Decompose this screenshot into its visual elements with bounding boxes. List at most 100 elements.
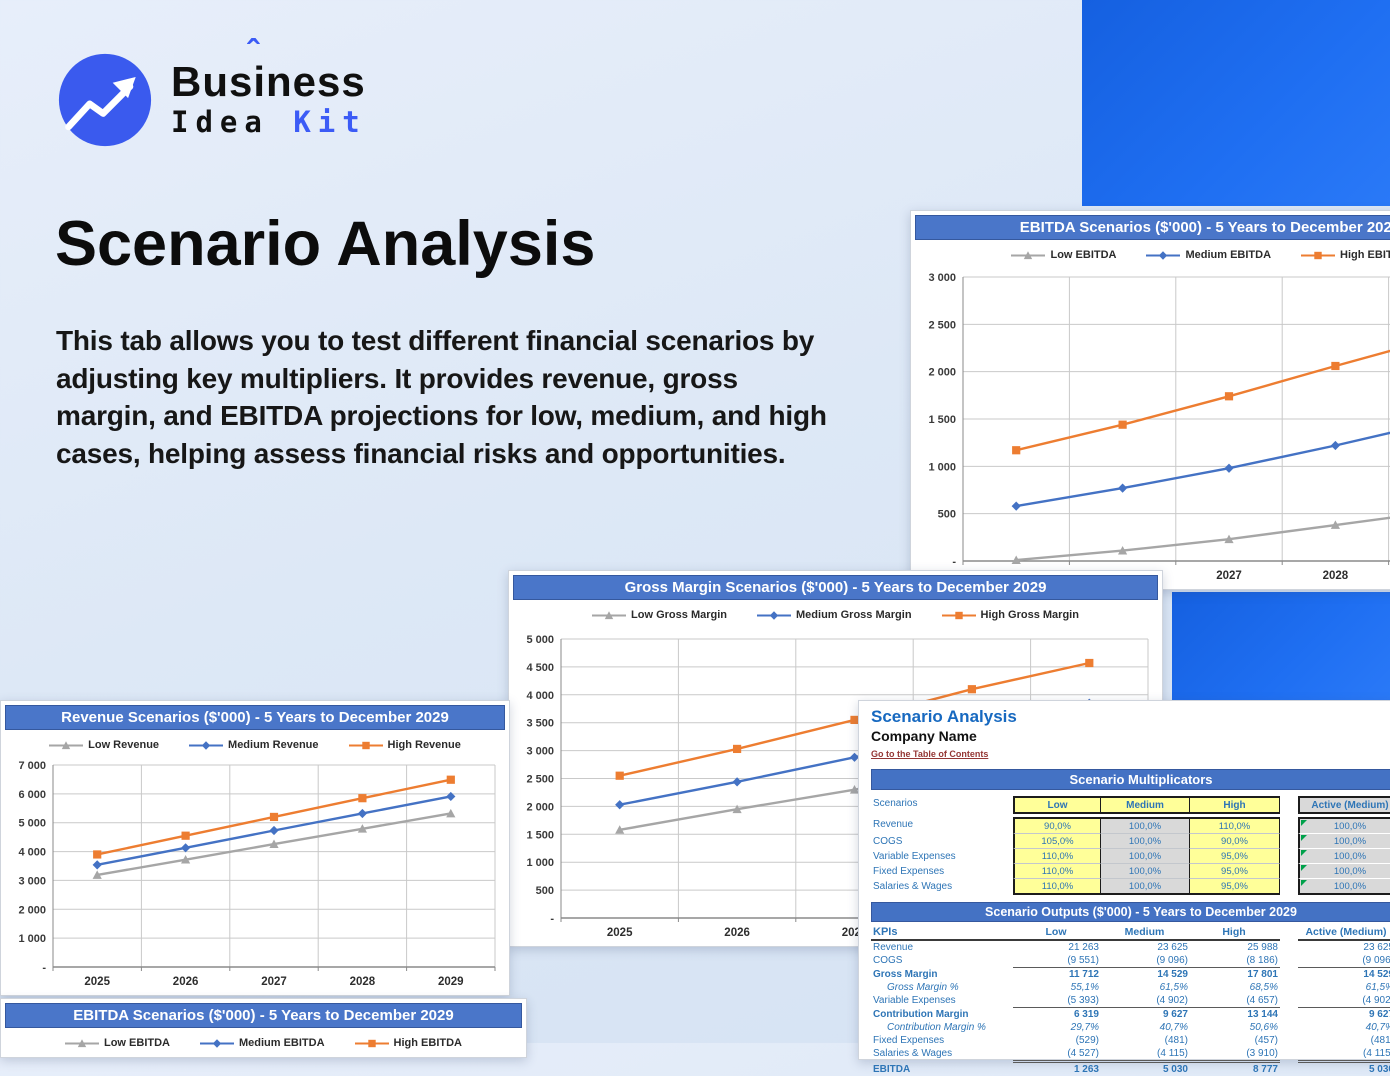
output-value-medium: (481) xyxy=(1164,1035,1188,1046)
output-value-active: (9 096) xyxy=(1298,954,1390,968)
multiplicator-input-high[interactable]: 110,0% xyxy=(1190,817,1280,834)
svg-text:2027: 2027 xyxy=(1216,570,1242,582)
series-line-high-ebitda xyxy=(1015,349,1390,452)
multiplicator-input-high[interactable]: 95,0% xyxy=(1190,849,1280,864)
multiplicator-input-low[interactable]: 105,0% xyxy=(1013,834,1101,849)
logo-line1: Busi ˆ ness xyxy=(171,32,366,105)
output-value-active: 9 627 xyxy=(1368,1009,1390,1020)
outputs-header-kpis: KPIs xyxy=(871,925,1013,941)
output-value-medium: (4 115) xyxy=(1101,1047,1190,1063)
svg-text:4 000: 4 000 xyxy=(18,847,46,859)
svg-text:-: - xyxy=(952,556,956,568)
output-value-medium: 9 627 xyxy=(1162,1009,1188,1020)
multiplicator-input-high[interactable]: 90,0% xyxy=(1190,834,1280,849)
chart-legend: Low Revenue Medium Revenue High Revenue xyxy=(1,730,509,760)
sheet-title: Scenario Analysis xyxy=(871,707,1017,726)
spacer xyxy=(1280,941,1298,954)
multiplicator-input-low[interactable]: 90,0% xyxy=(1013,817,1101,834)
output-value-low: 21 263 xyxy=(1068,942,1099,953)
legend-item-high-ebitda: High EBITDA xyxy=(354,1037,462,1049)
logo-circumflex: ˆ xyxy=(246,32,260,73)
svg-text:2029: 2029 xyxy=(438,976,464,988)
outputs-header-low: Low xyxy=(1013,925,1101,941)
legend-item-medium-gross-margin: Medium Gross Margin xyxy=(757,609,912,621)
spacer xyxy=(1280,954,1298,968)
output-row-label: Gross Margin % xyxy=(887,982,959,993)
multiplicator-label: Revenue xyxy=(873,818,914,830)
multiplicator-input-low[interactable]: 110,0% xyxy=(1013,879,1101,895)
spacer xyxy=(1280,796,1298,814)
output-value-low: 11 712 xyxy=(1068,969,1099,980)
svg-text:2028: 2028 xyxy=(1323,570,1349,582)
svg-text:2 000: 2 000 xyxy=(526,801,554,813)
multiplicator-input-high[interactable]: 95,0% xyxy=(1190,879,1280,895)
legend-item-high-revenue: High Revenue xyxy=(348,739,461,751)
active-column-header: Active (Medium) xyxy=(1298,796,1390,814)
svg-text:1 500: 1 500 xyxy=(526,829,554,841)
svg-text:3 500: 3 500 xyxy=(526,718,554,730)
multiplicator-input-high[interactable]: 95,0% xyxy=(1190,864,1280,879)
output-row-label: Fixed Expenses xyxy=(873,1035,945,1046)
multiplicator-active-value: 100,0% xyxy=(1298,834,1390,849)
chart-title-bar: Revenue Scenarios ($'000) - 5 Years to D… xyxy=(5,705,505,730)
output-value-medium: 40,7% xyxy=(1159,1022,1188,1033)
output-value-high: 13 144 xyxy=(1247,1009,1278,1020)
comment-triangle-icon xyxy=(1301,880,1307,886)
revenue-chart-panel: Revenue Scenarios ($'000) - 5 Years to D… xyxy=(0,700,510,996)
multiplicator-input-medium[interactable]: 100,0% xyxy=(1101,834,1190,849)
multiplicator-input-low[interactable]: 110,0% xyxy=(1013,849,1101,864)
outputs-header-high: High xyxy=(1190,925,1280,941)
multiplicator-input-medium[interactable]: 100,0% xyxy=(1101,849,1190,864)
output-value-high: (3 910) xyxy=(1190,1047,1280,1063)
logo-line2: Idea Kit xyxy=(171,105,367,139)
output-value-active: 23 625 xyxy=(1363,942,1390,953)
output-value-low: 55,1% xyxy=(1070,982,1099,993)
outputs-header-medium: Medium xyxy=(1101,925,1190,941)
spacer xyxy=(1280,879,1298,895)
spacer xyxy=(1280,849,1298,864)
output-value-active: 40,7% xyxy=(1365,1022,1390,1033)
svg-text:4 000: 4 000 xyxy=(526,690,554,702)
table-of-contents-link[interactable]: Go to the Table of Contents xyxy=(871,749,989,759)
spacer xyxy=(1280,1063,1298,1076)
legend-item-low-ebitda: Low EBITDA xyxy=(64,1037,170,1049)
svg-text:2025: 2025 xyxy=(607,927,633,939)
multiplicator-input-low[interactable]: 110,0% xyxy=(1013,864,1101,879)
svg-text:7 000: 7 000 xyxy=(18,760,46,772)
output-row-label: EBITDA xyxy=(873,1064,911,1075)
chart-title-bar: Gross Margin Scenarios ($'000) - 5 Years… xyxy=(513,575,1158,600)
multiplicator-input-medium[interactable]: 100,0% xyxy=(1101,864,1190,879)
svg-text:2025: 2025 xyxy=(84,976,110,988)
legend-item-medium-ebitda: Medium EBITDA xyxy=(199,1037,325,1049)
spacer xyxy=(1280,925,1298,941)
outputs-header-active: Active (Medium) xyxy=(1298,925,1390,941)
legend-item-medium-revenue: Medium Revenue xyxy=(189,739,319,751)
output-value-low: 29,7% xyxy=(1070,1022,1099,1033)
svg-text:5 000: 5 000 xyxy=(526,634,554,646)
multiplicator-active-value: 100,0% xyxy=(1298,864,1390,879)
multiplicators-table: Scenarios Low Medium High Active (Medium) Rev… xyxy=(871,796,1390,895)
output-value-low: (529) xyxy=(1075,1035,1099,1046)
multiplicator-input-medium[interactable]: 100,0% xyxy=(1101,879,1190,895)
output-value-medium: 14 529 xyxy=(1157,969,1188,980)
svg-text:1 000: 1 000 xyxy=(928,461,956,473)
svg-text:2028: 2028 xyxy=(350,976,376,988)
output-row-label: Revenue xyxy=(873,942,914,953)
multiplicator-input-medium[interactable]: 100,0% xyxy=(1101,817,1190,834)
output-value-low: (4 527) xyxy=(1013,1047,1101,1063)
svg-text:6 000: 6 000 xyxy=(18,789,46,801)
output-value-medium: 23 625 xyxy=(1157,942,1188,953)
svg-text:5 000: 5 000 xyxy=(18,818,46,830)
legend-item-high-ebitda: High EBITDA xyxy=(1301,249,1390,261)
svg-text:2 000: 2 000 xyxy=(928,367,956,379)
decorative-blue-rectangle-middle xyxy=(1172,592,1390,700)
svg-text:3 000: 3 000 xyxy=(526,746,554,758)
page-description: This tab allows you to test different fi… xyxy=(56,325,827,469)
spacer xyxy=(1280,1008,1298,1021)
revenue-line-chart: - 1 000 2 000 3 000 4 000 5 000 6 000 7 000 2025… xyxy=(1,757,509,995)
multiplicator-active-value: 100,0% xyxy=(1298,849,1390,864)
chart-legend: Low Gross Margin Medium Gross Margin High … xyxy=(509,600,1162,630)
output-value-high: 50,6% xyxy=(1249,1022,1278,1033)
spacer xyxy=(1280,981,1298,994)
